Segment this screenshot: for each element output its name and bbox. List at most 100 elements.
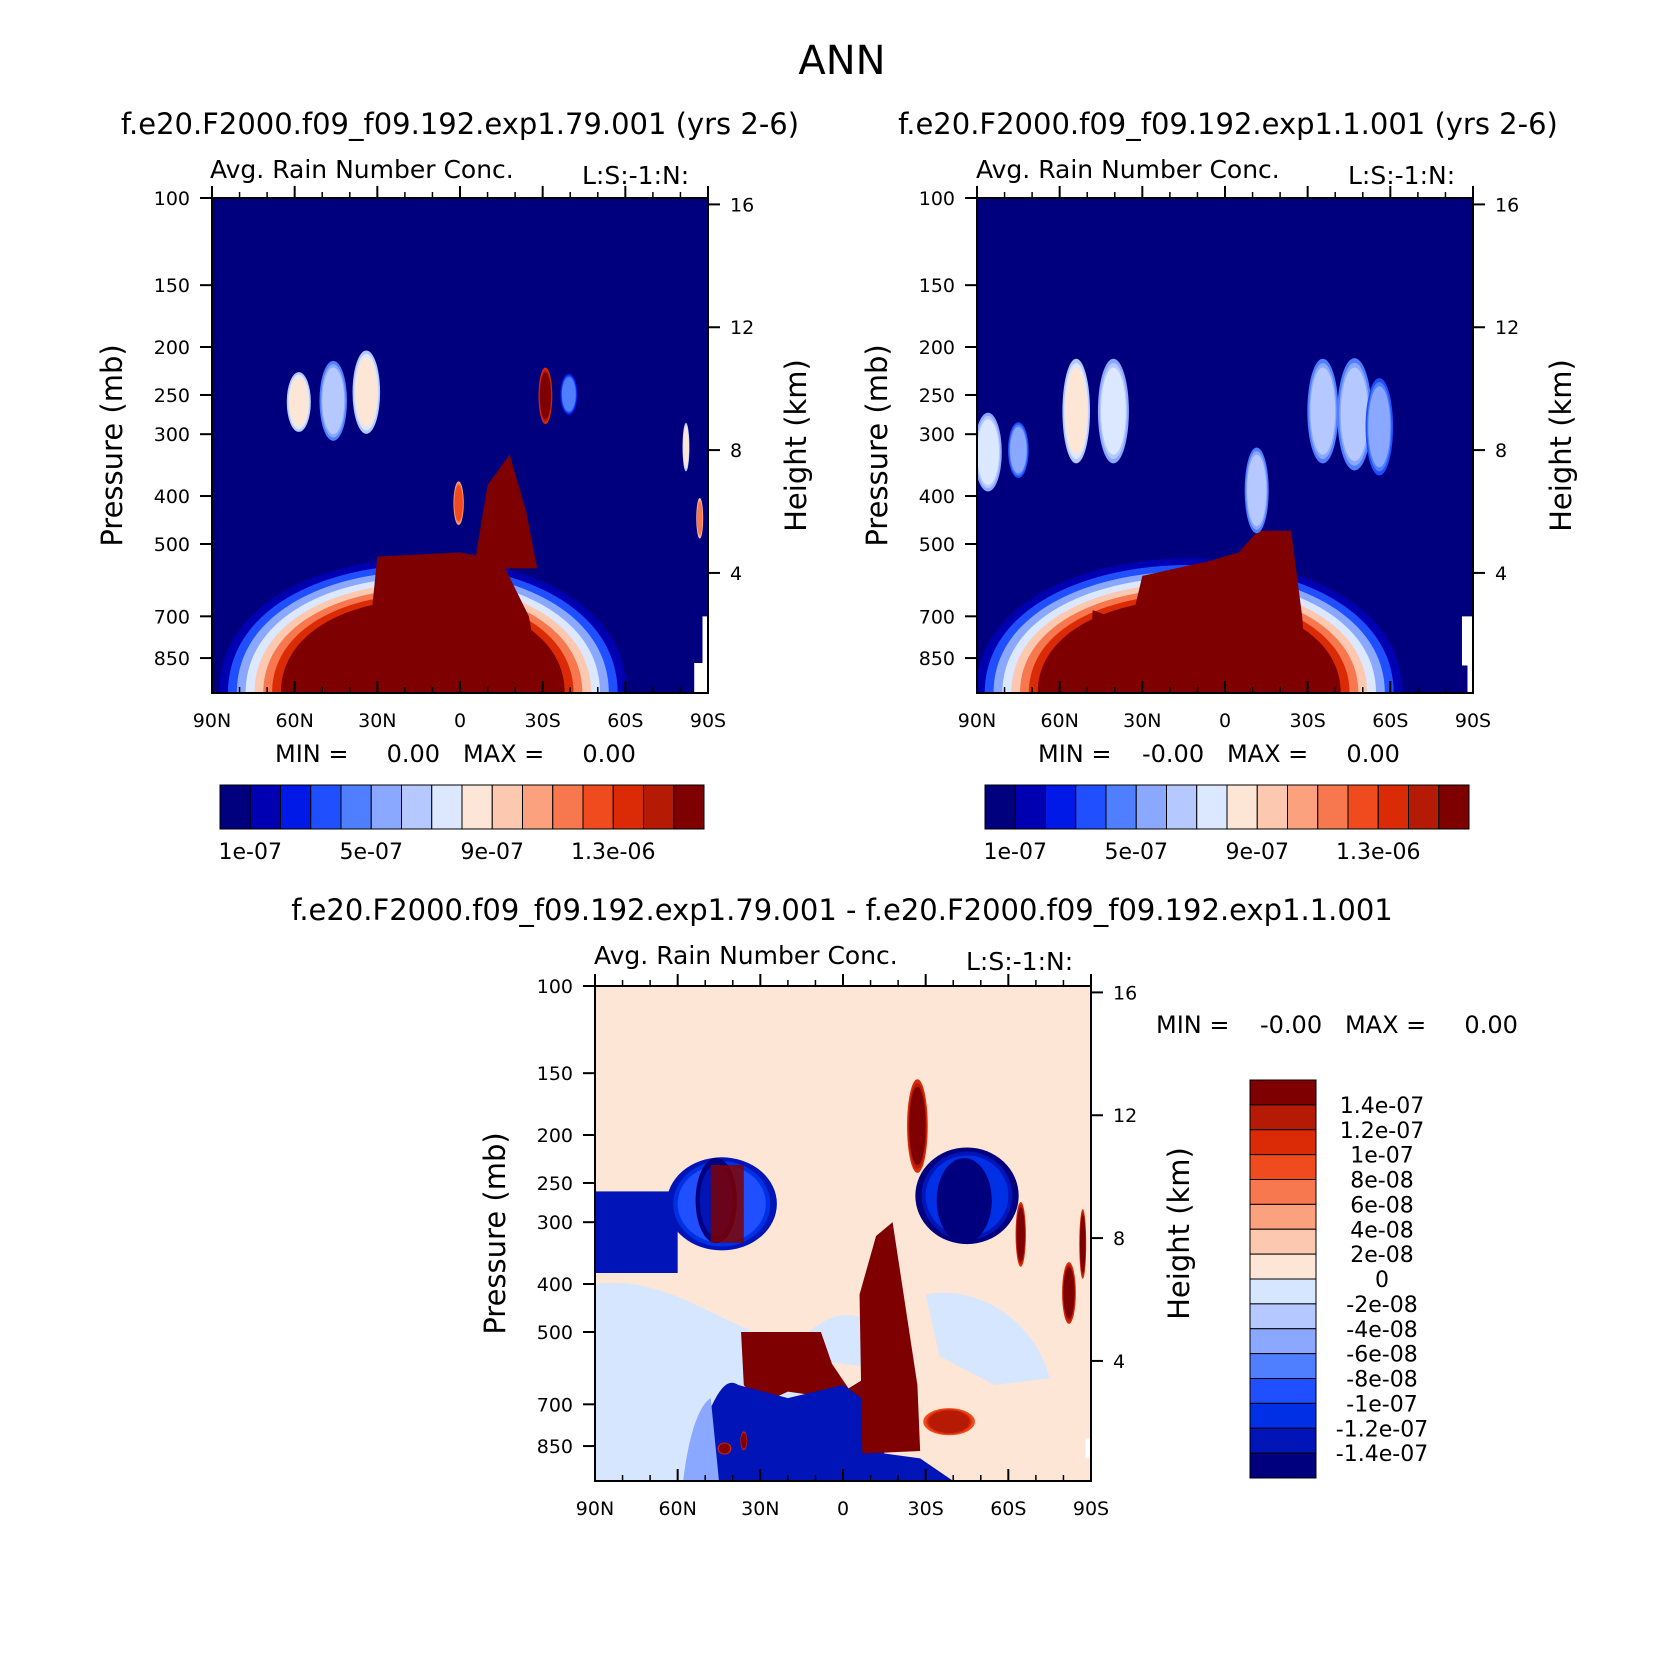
upper-patch: [696, 501, 703, 536]
positive-patch: [928, 1410, 970, 1434]
colorbar-label: 5e-07: [340, 840, 403, 865]
upper-patch: [1340, 367, 1369, 462]
y-tick-label: 150: [537, 1063, 573, 1085]
colorbar-swatch: [1249, 1427, 1317, 1454]
heatmap-field: [595, 986, 1091, 1481]
y-right-axis-label: Height (km): [1544, 359, 1578, 532]
x-tick-label: 0: [1219, 710, 1231, 732]
colorbar-swatch: [1249, 1079, 1317, 1106]
colorbar-swatch: [552, 784, 584, 830]
colorbar-label: 0: [1375, 1268, 1389, 1293]
colorbar-swatch: [1045, 784, 1077, 830]
colorbar-label: -8e-08: [1346, 1368, 1417, 1393]
colorbar-label: -1e-07: [1346, 1392, 1417, 1417]
colorbar-swatch: [1135, 784, 1167, 830]
y-tick-label: 500: [154, 534, 190, 556]
colorbar-swatch: [643, 784, 675, 830]
colorbar-swatch: [612, 784, 644, 830]
subtitle: L:S:-1:N:: [1348, 161, 1455, 190]
y-axis-label: Pressure (mb): [860, 344, 894, 546]
y-tick-label: 700: [154, 606, 190, 628]
case-title: f.e20.F2000.f09_f09.192.exp1.79.001 (yrs…: [121, 107, 799, 141]
y-tick-label: 300: [537, 1212, 573, 1234]
y-tick-label: 200: [537, 1125, 573, 1147]
upper-patch: [1247, 454, 1267, 527]
colorbar-swatch: [491, 784, 523, 830]
missing-data: [1085, 1438, 1091, 1459]
colorbar-label: -1.4e-07: [1336, 1442, 1428, 1467]
colorbar-label: -6e-08: [1346, 1343, 1417, 1368]
colorbar-swatch: [1408, 784, 1440, 830]
case-title: f.e20.F2000.f09_f09.192.exp1.1.001 (yrs …: [898, 107, 1558, 141]
contour-fill: [683, 1398, 719, 1481]
positive-patch: [1079, 1214, 1086, 1273]
contour-fill: [1114, 530, 1308, 693]
x-tick-label: 0: [837, 1498, 849, 1520]
upper-patch: [683, 426, 689, 468]
missing-data: [1461, 616, 1473, 693]
upper-patch: [977, 419, 1000, 485]
heatmap-plot: 100 150 200 250 300 400 500 700 850 90N 60N 30N 0 30S…: [95, 186, 813, 732]
colorbar-swatch: [431, 784, 463, 830]
missing-data: [694, 616, 708, 693]
colorbar-swatch: [1249, 1203, 1317, 1230]
colorbar-swatch: [1166, 784, 1198, 830]
case-title: f.e20.F2000.f09_f09.192.exp1.79.001 - f.…: [291, 893, 1393, 927]
upper-patch: [1010, 426, 1027, 474]
colorbar-swatch: [1196, 784, 1228, 830]
colorbar-swatch: [1226, 784, 1258, 830]
colorbar-swatch: [1249, 1452, 1317, 1479]
colorbar-swatch: [1317, 784, 1349, 830]
colorbar-label: 1e-07: [219, 840, 282, 865]
colorbar-label: 1e-07: [984, 840, 1047, 865]
y-tick-label: 250: [154, 385, 190, 407]
y-tick-label: 100: [537, 976, 573, 998]
x-tick-label: 30S: [1290, 710, 1326, 732]
x-tick-label: 30S: [908, 1498, 944, 1520]
height-tick-label: 4: [1113, 1351, 1125, 1373]
x-tick-label: 60S: [607, 710, 643, 732]
upper-patch: [561, 377, 576, 412]
contour-fill: [336, 616, 356, 693]
min-max-readout: MIN = 0.00 MAX = 0.00: [275, 740, 636, 768]
x-tick-label: 60N: [658, 1498, 696, 1520]
colorbar-swatch: [1249, 1402, 1317, 1429]
colorbar-swatch: [1249, 1303, 1317, 1330]
y-tick-label: 300: [154, 424, 190, 446]
x-tick-label: 90N: [576, 1498, 614, 1520]
colorbar-label: 2e-08: [1350, 1243, 1413, 1268]
colorbar-label: 1.3e-06: [571, 840, 655, 865]
y-tick-label: 200: [919, 337, 955, 359]
positive-patch: [1063, 1267, 1075, 1319]
upper-patch: [1310, 367, 1336, 455]
x-tick-label: 90N: [193, 710, 231, 732]
y-right-axis-label: Height (km): [1162, 1147, 1196, 1320]
colorbar-label: 1.3e-06: [1336, 840, 1420, 865]
colorbar-swatch: [370, 784, 402, 830]
min-max-readout: MIN = -0.00 MAX = 0.00: [1038, 740, 1400, 768]
x-tick-label: 90S: [690, 710, 726, 732]
x-tick-label: 0: [454, 710, 466, 732]
positive-patch: [1016, 1207, 1025, 1262]
colorbar-swatch: [1249, 1154, 1317, 1180]
contour-fill: [1087, 610, 1115, 693]
panel-2: f.e20.F2000.f09_f09.192.exp1.1.001 (yrs …: [860, 107, 1578, 865]
var-title: Avg. Rain Number Conc.: [210, 155, 514, 184]
colorbar-swatch: [1014, 784, 1046, 830]
height-tick-label: 8: [1495, 440, 1507, 462]
colorbar-label: 8e-08: [1350, 1169, 1413, 1194]
height-tick-label: 12: [1113, 1105, 1137, 1127]
upper-patch: [539, 372, 551, 420]
panel-1: f.e20.F2000.f09_f09.192.exp1.79.001 (yrs…: [95, 107, 813, 865]
colorbar-swatch: [1377, 784, 1409, 830]
y-tick-label: 300: [919, 424, 955, 446]
colorbar-swatch: [1256, 784, 1288, 830]
upper-patch: [289, 377, 309, 427]
colorbar: 1e-07 5e-07 9e-07 1.3e-06: [984, 784, 1470, 865]
colorbar-label: -4e-08: [1346, 1318, 1417, 1343]
colorbar-swatch: [1249, 1253, 1317, 1280]
colorbar-swatch: [280, 784, 312, 830]
x-tick-label: 90S: [1455, 710, 1491, 732]
x-tick-label: 60S: [1372, 710, 1408, 732]
